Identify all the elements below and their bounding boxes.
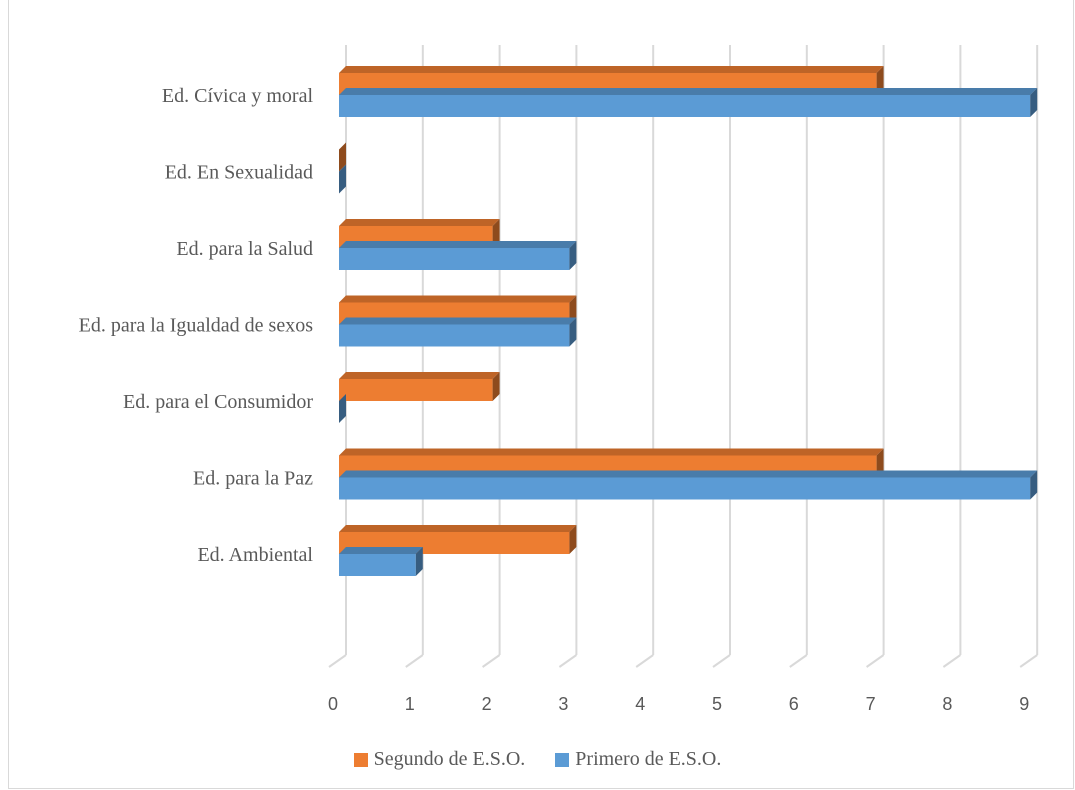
legend-label-primero: Primero de E.S.O. [575, 748, 722, 770]
x-tick-label-7: 7 [866, 694, 876, 714]
legend-item-segundo: Segundo de E.S.O. [353, 748, 526, 771]
category-label-4: Ed. para el Consumidor [123, 391, 313, 413]
bars [339, 66, 1038, 576]
gridline-floor-9 [1019, 654, 1038, 668]
category-label-3: Ed. para la Igualdad de sexos [79, 315, 314, 337]
x-tick-label-8: 8 [942, 694, 952, 714]
x-tick-label-9: 9 [1019, 694, 1029, 714]
x-axis-ticks: 0 1 2 3 4 5 6 7 8 9 [328, 694, 1029, 714]
legend-swatch-segundo [353, 752, 368, 767]
gridline-floor-2 [482, 654, 501, 668]
gridlines [328, 45, 1039, 668]
x-tick-label-1: 1 [405, 694, 415, 714]
x-tick-label-0: 0 [328, 694, 338, 714]
bar-primero-4 [339, 394, 346, 423]
gridline-floor-6 [789, 654, 808, 668]
x-tick-label-5: 5 [712, 694, 722, 714]
bar-primero-3 [339, 317, 577, 347]
x-tick-label-4: 4 [635, 694, 645, 714]
gridline-floor-3 [558, 654, 577, 668]
gridline-floor-5 [712, 654, 731, 668]
legend-label-segundo: Segundo de E.S.O. [373, 748, 526, 770]
x-tick-label-3: 3 [558, 694, 568, 714]
bar-segundo-1 [339, 142, 346, 172]
category-label-2: Ed. para la Salud [176, 238, 313, 260]
category-label-1: Ed. En Sexualidad [165, 162, 313, 184]
legend-swatch-primero [555, 752, 570, 767]
gridline-floor-8 [942, 654, 961, 668]
category-labels: Ed. Cívica y moral Ed. En Sexualidad Ed. p… [79, 85, 314, 566]
bar-segundo-4 [339, 372, 500, 401]
gridline-floor-4 [635, 654, 654, 668]
gridline-floor-7 [866, 654, 885, 668]
category-label-5: Ed. para la Paz [193, 468, 313, 490]
category-label-6: Ed. Ambiental [197, 544, 313, 566]
bar-primero-6 [339, 547, 423, 576]
chart-frame [8, 0, 1074, 789]
legend-item-primero: Primero de E.S.O. [555, 748, 721, 771]
bar-primero-2 [339, 241, 577, 270]
bar-primero-0 [339, 88, 1038, 117]
x-tick-label-6: 6 [789, 694, 799, 714]
bar-primero-1 [339, 164, 346, 194]
category-label-0: Ed. Cívica y moral [162, 85, 314, 107]
gridline-floor-0 [328, 654, 347, 668]
gridline-floor-1 [405, 654, 424, 668]
bar-primero-5 [339, 470, 1038, 500]
x-tick-label-2: 2 [482, 694, 492, 714]
legend: Segundo de E.S.O. Primero de E.S.O. [0, 748, 1075, 771]
